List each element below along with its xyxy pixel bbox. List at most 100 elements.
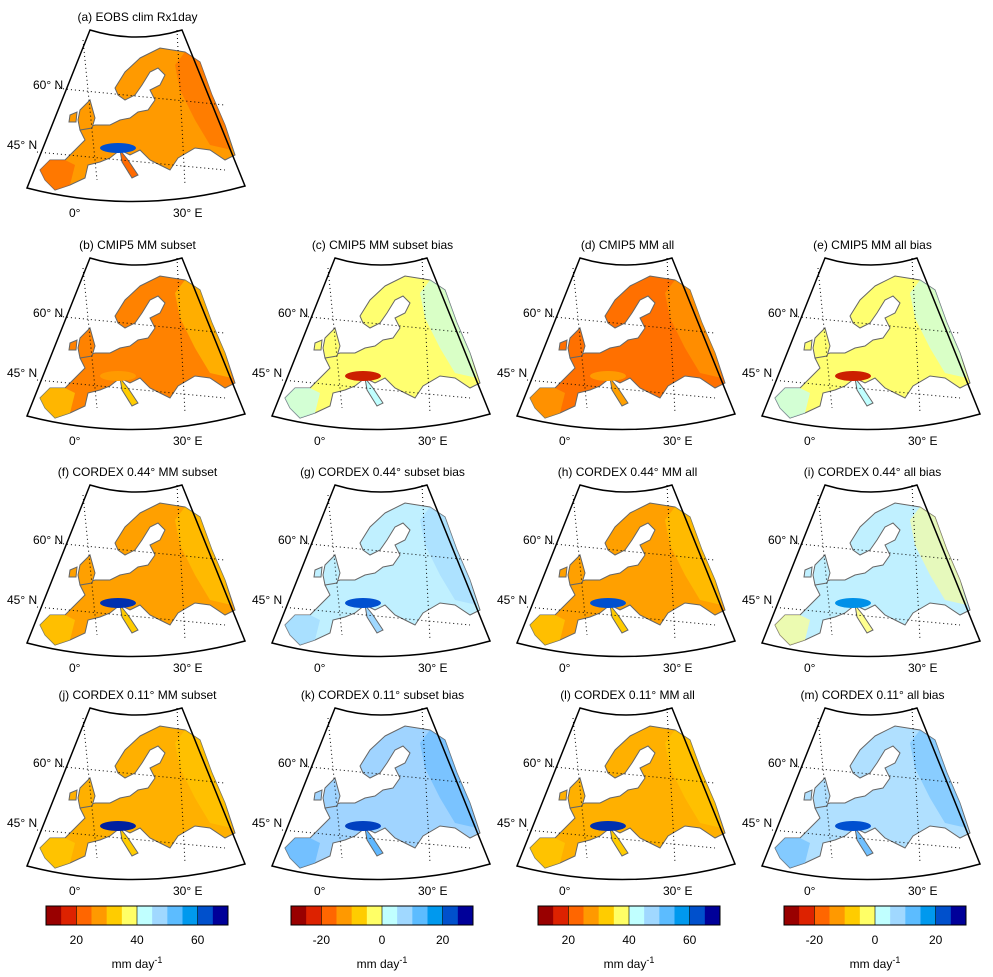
colorbar-bin [814,906,830,925]
eastern-region-shade [420,730,477,828]
axis-label-lon30: 30° E [908,884,938,898]
map-panel: (j) CORDEX 0.11° MM subset 60° N 45° N 0° 30… [7,688,265,923]
italy-land [119,376,139,407]
italy-land [854,603,874,634]
ireland-land [68,566,78,578]
colorbar-bin [784,906,800,925]
colorbar-bin [336,906,353,925]
map-panel: (f) CORDEX 0.44° MM subset 60° N 45° N 0° 30… [7,465,265,700]
graticule-line [299,542,471,561]
panel-title: (a) EOBS clim Rx1day [77,10,198,24]
axis-label-lat60: 60° N [523,306,554,320]
colorbar-tick-label: 0 [378,933,386,947]
axis-label-lon30: 30° E [418,434,448,448]
map-panel: (l) CORDEX 0.11° MM all 60° N 45° N 0° 30° E [497,688,755,923]
map-panel: (c) CMIP5 MM subset bias 60° N 45° N 0° 30° … [252,238,510,473]
panel-title: (f) CORDEX 0.44° MM subset [57,465,218,479]
map-panel: (a) EOBS clim Rx1day 60° N 45° N 0° 30° E [7,10,265,245]
axis-label-lon0: 0° [314,434,326,448]
axis-label-lon0: 0° [804,661,816,675]
iberia-shade [775,615,810,645]
map-frame [515,484,737,658]
colorbar-bin [152,906,168,925]
colorbar-tick-label: 20 [435,933,450,947]
axis-label-lat45: 45° N [497,366,528,380]
panel-title: (h) CORDEX 0.44° MM all [557,465,698,479]
colorbar-unit: mm day-1 [45,955,229,971]
alps-region [100,821,136,831]
map-panel: (h) CORDEX 0.44° MM all 60° N 45° N 0° 30° E [497,465,755,700]
uk-land [812,777,831,809]
axis-label-lat60: 60° N [33,533,64,547]
map-frame [760,707,982,881]
eastern-region-shade [910,507,967,605]
axis-label-lat60: 60° N [768,306,799,320]
axis-label-lon30: 30° E [173,206,203,220]
axis-label-lat45: 45° N [252,593,283,607]
axis-label-lon30: 30° E [908,661,938,675]
axis-label-lon0: 0° [314,884,326,898]
eastern-region-shade [910,280,967,378]
europe-map [25,707,247,881]
map-frame [760,257,982,431]
eastern-region-shade [665,280,722,378]
axis-label-lon30: 30° E [663,434,693,448]
axis-label-lon30: 30° E [173,884,203,898]
ireland-land [313,566,323,578]
axis-label-lon0: 0° [69,661,81,675]
uk-land [77,554,96,586]
graticule-line [789,542,961,561]
colorbar-bin [167,906,183,925]
colorbar-unit: mm day-1 [290,955,474,971]
eastern-region-shade [175,280,232,378]
axis-label-lon30: 30° E [173,434,203,448]
iberia-shade [530,388,565,418]
axis-label-lon0: 0° [559,434,571,448]
italy-land [854,826,874,857]
ireland-land [558,789,568,801]
axis-label-lon0: 0° [69,434,81,448]
colorbar-bin [704,906,721,925]
axis-label-lat45: 45° N [7,816,38,830]
colorbar-bin [583,906,600,925]
panel-title: (b) CMIP5 MM subset [79,238,196,252]
unit-text: mm day [603,957,647,971]
graticule-line [54,765,226,784]
axis-label-lat60: 60° N [523,756,554,770]
axis-label-lon0: 0° [69,884,81,898]
eastern-region-shade [910,730,967,828]
colorbar-bin [875,906,891,925]
uk-land [812,327,831,359]
axis-label-lat60: 60° N [278,533,309,547]
axis-label-lat60: 60° N [278,306,309,320]
uk-land [567,554,586,586]
panel-title: (d) CMIP5 MM all [580,238,675,252]
ireland-land [313,789,323,801]
colorbar-bin [659,906,675,925]
map-panel: (g) CORDEX 0.44° subset bias 60° N 45° N 0°… [252,465,510,700]
panel-title: (k) CORDEX 0.11° subset bias [300,688,465,702]
graticule-line [544,765,716,784]
alps-region [345,598,381,608]
axis-label-lon0: 0° [559,884,571,898]
iberia-shade [285,838,320,868]
europe-map [25,29,247,203]
colorbar-bin [366,906,383,925]
graticule-line [299,315,471,334]
alps-region [835,598,871,608]
panel-title: (g) CORDEX 0.44° subset bias [300,465,465,479]
axis-label-lat45: 45° N [252,816,283,830]
axis-label-lat45: 45° N [497,593,528,607]
europe-map [25,257,247,431]
axis-label-lon30: 30° E [908,434,938,448]
graticule-line [299,765,471,784]
eastern-region-shade [420,507,477,605]
unit-exponent: -1 [399,955,408,965]
panel-title: (e) CMIP5 MM all bias [813,238,932,252]
italy-land [609,826,629,857]
italy-land [364,603,384,634]
axis-label-lon0: 0° [559,661,571,675]
axis-label-lat45: 45° N [7,138,38,152]
colorbar-tick-label: 20 [561,933,576,947]
